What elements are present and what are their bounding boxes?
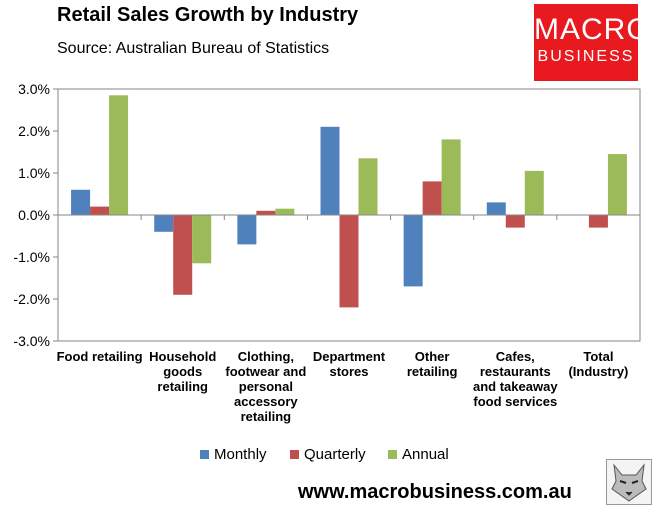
legend-swatch-quarterly (290, 450, 299, 459)
chart-title: Retail Sales Growth by Industry (57, 4, 359, 26)
bar-monthly (237, 215, 257, 245)
x-tick-label: Other retailing (407, 349, 458, 379)
bar-annual (607, 154, 627, 215)
y-tick-label: 3.0% (18, 81, 50, 97)
x-tick-label: Cafes, restaurants and takeaway food servic… (473, 349, 558, 409)
legend-label-quarterly: Quarterly (304, 446, 366, 463)
bar-monthly (71, 189, 91, 215)
bar-quarterly (90, 206, 110, 215)
legend-label-annual: Annual (402, 446, 449, 463)
bar-quarterly (588, 215, 608, 228)
logo-line-2: BUSINESS (537, 48, 635, 65)
y-tick-label: 0.0% (18, 207, 50, 223)
bar-quarterly (256, 210, 276, 215)
bar-annual (524, 170, 544, 215)
y-tick-label: -2.0% (13, 291, 50, 307)
y-tick-label: 2.0% (18, 123, 50, 139)
y-tick-label: -1.0% (13, 249, 50, 265)
x-tick-label: Household goods retailing (149, 349, 216, 394)
bar-monthly (403, 215, 423, 287)
bar-quarterly (339, 215, 359, 308)
bar-annual (109, 95, 129, 215)
x-tick-label: Total (Industry) (568, 349, 628, 379)
bar-monthly (486, 202, 506, 215)
legend-swatch-monthly (200, 450, 209, 459)
bar-quarterly (422, 181, 442, 215)
bar-monthly (320, 126, 340, 215)
bar-quarterly (505, 215, 525, 228)
legend-label-monthly: Monthly (214, 446, 267, 463)
bar-annual (275, 208, 295, 215)
chart-subtitle: Source: Australian Bureau of Statistics (57, 40, 330, 57)
bar-annual (441, 139, 461, 215)
x-tick-label: Department stores (313, 349, 386, 379)
website-url: www.macrobusiness.com.au (298, 481, 572, 503)
y-tick-label: 1.0% (18, 165, 50, 181)
y-tick-label: -3.0% (13, 333, 50, 349)
wolf-icon (606, 459, 652, 505)
bar-annual (358, 158, 378, 215)
bar-annual (192, 215, 212, 264)
x-tick-label: Clothing, footwear and personal accessory re… (225, 349, 306, 424)
macrobusiness-logo: MACRO BUSINESS (534, 4, 651, 81)
bar-quarterly (173, 215, 193, 295)
bar-monthly (154, 215, 174, 232)
legend-swatch-annual (388, 450, 397, 459)
logo-line-1: MACRO (534, 13, 651, 46)
x-tick-label: Food retailing (57, 349, 143, 364)
